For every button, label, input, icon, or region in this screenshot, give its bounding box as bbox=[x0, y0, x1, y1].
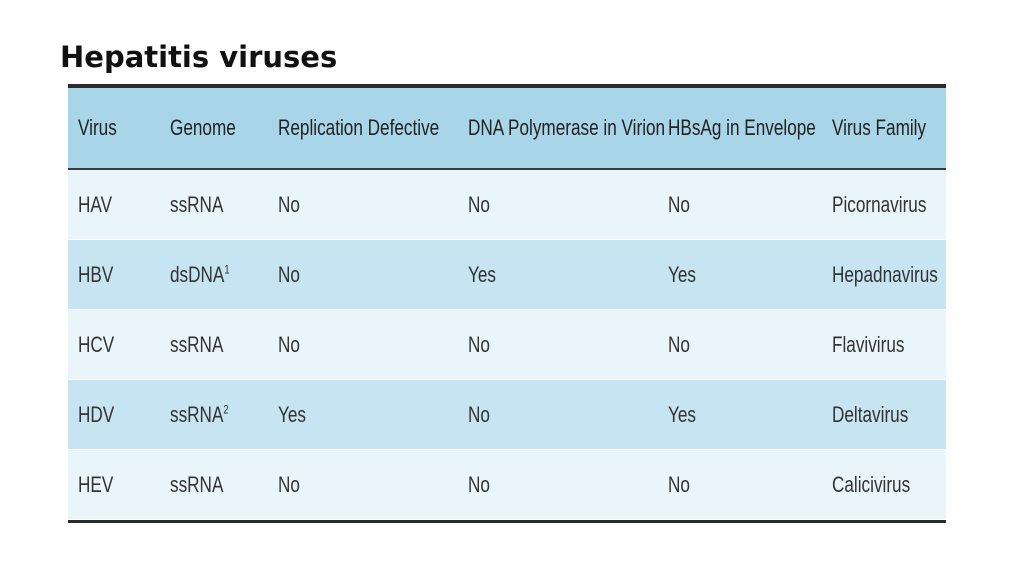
table-cell: HEV bbox=[78, 471, 114, 497]
table-row: HDV ssRNA2 Yes No Yes Deltavirus bbox=[68, 380, 946, 450]
table-row: HBV dsDNA1 No Yes Yes Hepadnavirus bbox=[68, 240, 946, 310]
footnote-marker: 1 bbox=[224, 262, 230, 277]
slide-title: Hepatitis viruses bbox=[60, 40, 338, 74]
table-cell: dsDNA1 bbox=[170, 262, 230, 288]
table-cell: Calicivirus bbox=[832, 471, 911, 497]
table-cell: No bbox=[468, 191, 490, 217]
table-cell: ssRNA bbox=[170, 331, 224, 357]
table-cell: Yes bbox=[278, 401, 306, 427]
table-cell: HCV bbox=[78, 331, 115, 357]
cell-text: dsDNA bbox=[170, 261, 225, 287]
header-cell: Replication Defective bbox=[278, 115, 440, 140]
table-cell: No bbox=[468, 471, 490, 497]
cell-text: ssRNA bbox=[170, 401, 224, 427]
table-cell: No bbox=[668, 471, 690, 497]
table-cell: No bbox=[278, 331, 300, 357]
table-cell: Yes bbox=[668, 401, 696, 427]
table-row: HEV ssRNA No No No Calicivirus bbox=[68, 450, 946, 520]
header-cell: Genome bbox=[170, 115, 236, 140]
header-cell: HBsAg in Envelope bbox=[668, 115, 816, 140]
header-cell: DNA Polymerase in Virion bbox=[468, 115, 666, 140]
table-cell: Deltavirus bbox=[832, 401, 909, 427]
table-cell: HAV bbox=[78, 191, 113, 217]
table-cell: No bbox=[468, 331, 490, 357]
footnote-marker: 2 bbox=[223, 402, 229, 417]
table-row: HCV ssRNA No No No Flavivirus bbox=[68, 310, 946, 380]
header-cell: Virus Family bbox=[832, 115, 927, 140]
table-cell: Picornavirus bbox=[832, 191, 927, 217]
table-cell: No bbox=[278, 191, 300, 217]
header-row: Virus Genome Replication Defective DNA Poly… bbox=[68, 88, 946, 170]
table-cell: Flavivirus bbox=[832, 331, 905, 357]
table-cell: ssRNA2 bbox=[170, 402, 229, 428]
table-cell: No bbox=[668, 191, 690, 217]
table-cell: No bbox=[278, 261, 300, 287]
table-cell: Yes bbox=[668, 261, 696, 287]
table-cell: No bbox=[668, 331, 690, 357]
table-cell: ssRNA bbox=[170, 191, 224, 217]
table-cell: HBV bbox=[78, 261, 114, 287]
table-cell: HDV bbox=[78, 401, 115, 427]
table-cell: No bbox=[468, 401, 490, 427]
table-cell: Hepadnavirus bbox=[832, 261, 938, 287]
table-cell: Yes bbox=[468, 261, 496, 287]
table-cell: ssRNA bbox=[170, 471, 224, 497]
table-cell: No bbox=[278, 471, 300, 497]
table-row: HAV ssRNA No No No Picornavirus bbox=[68, 170, 946, 240]
header-cell: Virus bbox=[78, 115, 117, 140]
table: Virus Genome Replication Defective DNA Poly… bbox=[68, 84, 946, 523]
